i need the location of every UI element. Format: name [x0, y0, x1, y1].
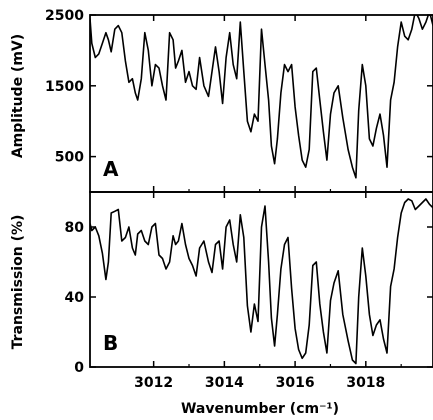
- x-tick-label: 3018: [346, 375, 385, 391]
- x-tick-label: 3012: [134, 375, 173, 391]
- panel-a-y-axis-title: Amplitude (mV): [10, 34, 26, 158]
- panel-b-y-tick-label: 0: [74, 360, 84, 376]
- panel-b: B Transmission (%) Wavenumber (cm⁻¹) 0 40…: [10, 191, 433, 417]
- x-tick-label: 3016: [276, 375, 315, 391]
- panel-b-frame: [89, 191, 433, 368]
- panel-b-y-axis-title: Transmission (%): [10, 215, 26, 350]
- panel-a-y-tick-label: 500: [55, 150, 84, 166]
- panel-b-label: B: [103, 331, 118, 355]
- panel-a: A Amplitude (mV) 500 1500 2500: [10, 8, 433, 193]
- panel-a-series-line: [90, 15, 433, 179]
- panel-a-label: A: [103, 157, 119, 181]
- panel-a-y-tick-label: 2500: [45, 8, 84, 24]
- x-axis-title: Wavenumber (cm⁻¹): [181, 401, 339, 417]
- panel-b-y-tick-label: 80: [65, 220, 85, 236]
- panel-b-y-tick-label: 40: [65, 290, 85, 306]
- panel-b-series-line: [90, 198, 433, 365]
- panel-a-y-tick-label: 1500: [45, 79, 84, 95]
- x-tick-label: 3014: [205, 375, 244, 391]
